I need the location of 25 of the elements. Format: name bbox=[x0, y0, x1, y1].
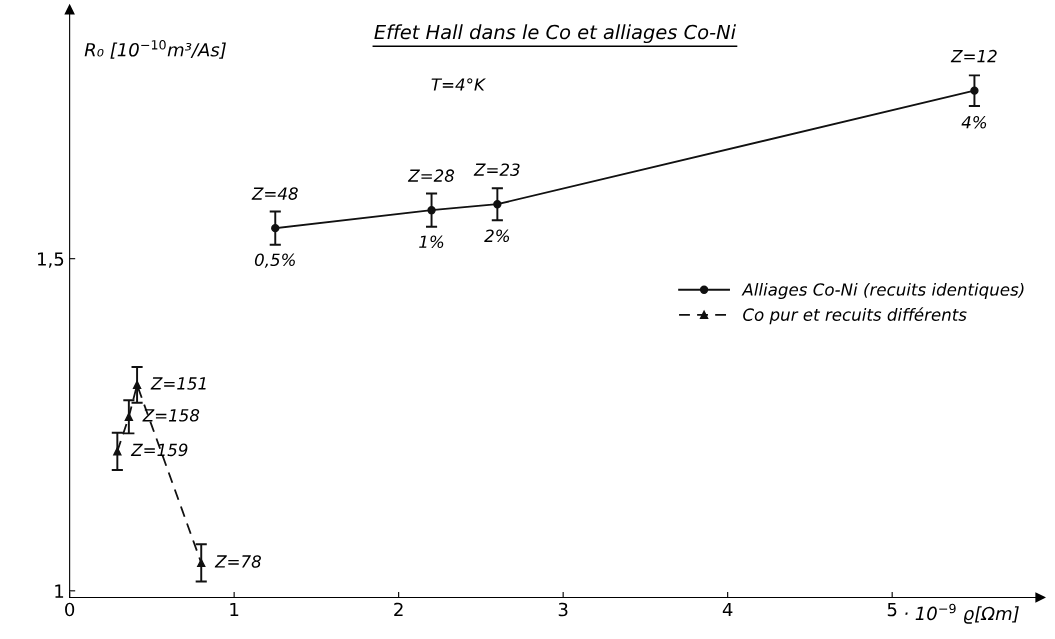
legend-label: Alliages Co-Ni (recuits identiques) bbox=[741, 282, 1024, 300]
annotation: Z=28 bbox=[407, 169, 455, 182]
annotation: Z=48 bbox=[251, 187, 298, 200]
x-tick-label: 2 bbox=[394, 602, 403, 617]
annotation: 2% bbox=[484, 229, 510, 243]
annotation: Z=78 bbox=[214, 555, 261, 568]
y-tick-label: 1,5 bbox=[38, 252, 64, 268]
x-tick-label: 4 bbox=[722, 602, 733, 617]
x-tick-label: 1 bbox=[230, 602, 239, 617]
annotation: 4% bbox=[961, 115, 987, 129]
annotation: Z=23 bbox=[473, 163, 520, 176]
annotation: 1% bbox=[419, 235, 444, 249]
annotation: 0,5% bbox=[254, 253, 295, 268]
annotation: Z=158 bbox=[142, 409, 200, 422]
legend-label: Co pur et recuits différents bbox=[743, 307, 967, 325]
x-tick-label: 0 bbox=[65, 602, 75, 617]
x-tick-label: 5 bbox=[887, 602, 897, 617]
x-axis-title: · 10$^{−9}$ ϱ[Ωm] bbox=[905, 603, 1019, 624]
annotation: T=4°K bbox=[431, 78, 486, 91]
annotation: Z=159 bbox=[130, 443, 188, 457]
annotation: Z=151 bbox=[150, 377, 206, 390]
y-axis-title: R₀ [10$^{−10}$m³/As] bbox=[84, 40, 226, 59]
text: Effet Hall dans le Co et alliages Co-Ni bbox=[374, 24, 736, 44]
annotation: Z=12 bbox=[950, 49, 997, 63]
x-tick-label: 3 bbox=[558, 602, 568, 617]
